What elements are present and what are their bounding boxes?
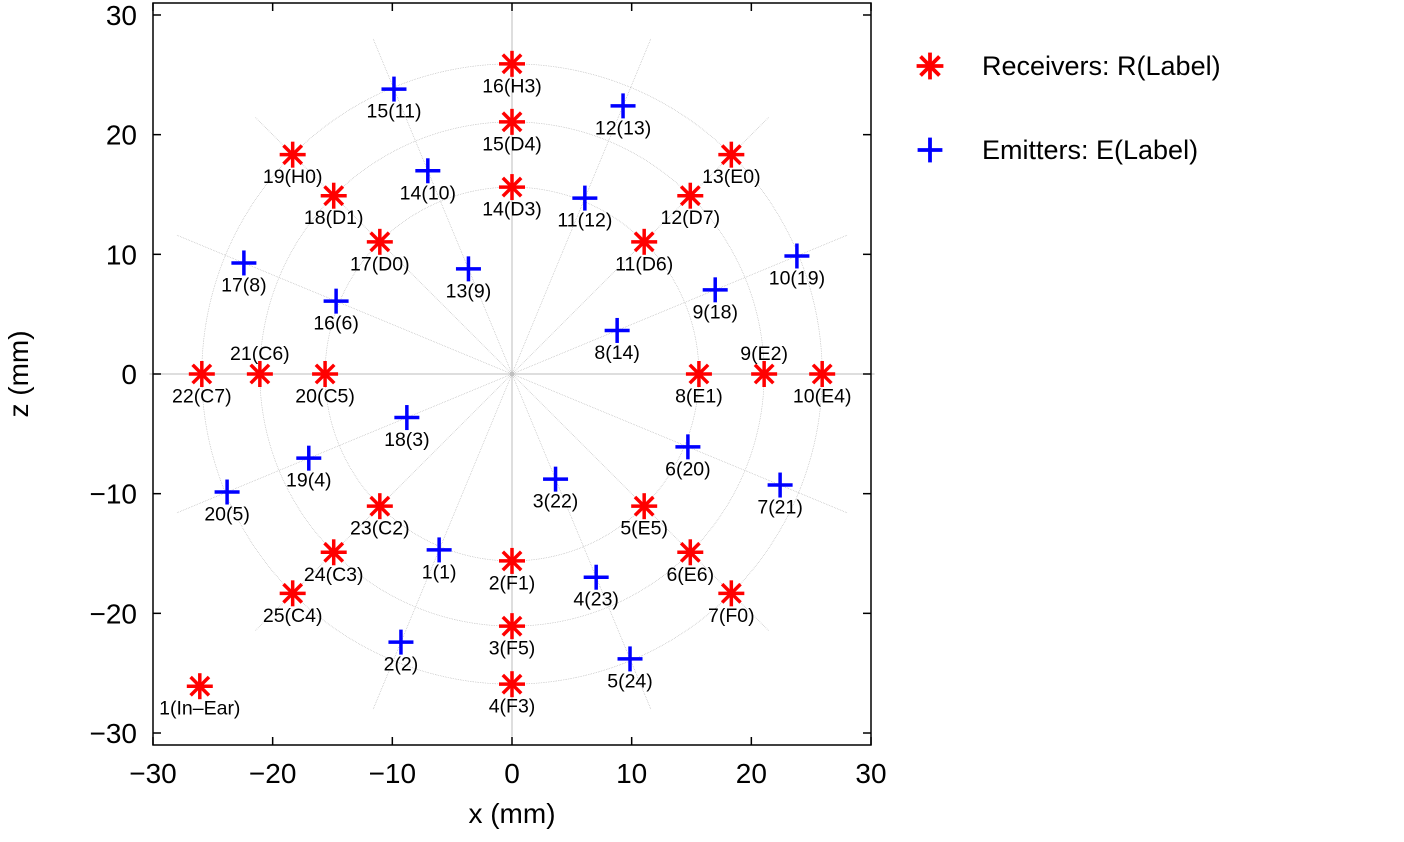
svg-text:16(6): 16(6) <box>313 313 359 335</box>
svg-text:4(23): 4(23) <box>573 589 619 611</box>
svg-text:x (mm): x (mm) <box>468 798 555 829</box>
svg-text:4(F3): 4(F3) <box>489 696 536 718</box>
svg-text:14(10): 14(10) <box>400 182 456 204</box>
svg-text:0: 0 <box>121 359 137 390</box>
svg-text:20(5): 20(5) <box>204 504 250 526</box>
svg-text:3(22): 3(22) <box>533 491 579 513</box>
svg-text:17(8): 17(8) <box>221 274 267 296</box>
svg-text:−10: −10 <box>369 758 417 789</box>
svg-text:19(H0): 19(H0) <box>263 166 323 188</box>
svg-text:25(C4): 25(C4) <box>263 605 323 627</box>
svg-text:20: 20 <box>106 120 137 151</box>
svg-text:18(3): 18(3) <box>384 429 430 451</box>
svg-text:z (mm): z (mm) <box>3 330 34 417</box>
svg-text:24(C3): 24(C3) <box>304 564 364 586</box>
svg-text:8(14): 8(14) <box>594 342 640 364</box>
svg-text:15(D4): 15(D4) <box>482 133 542 155</box>
svg-text:23(C2): 23(C2) <box>350 518 410 540</box>
svg-text:20: 20 <box>736 758 767 789</box>
svg-text:10: 10 <box>616 758 647 789</box>
svg-text:14(D3): 14(D3) <box>482 199 542 221</box>
svg-text:2(2): 2(2) <box>384 654 419 676</box>
svg-text:−20: −20 <box>249 758 297 789</box>
svg-text:16(H3): 16(H3) <box>482 75 542 97</box>
svg-text:1(1): 1(1) <box>422 561 457 583</box>
svg-text:11(12): 11(12) <box>557 210 612 232</box>
svg-text:11(D6): 11(D6) <box>615 253 673 275</box>
svg-text:5(E5): 5(E5) <box>620 518 668 540</box>
svg-text:12(13): 12(13) <box>595 117 651 139</box>
svg-text:10(19): 10(19) <box>769 267 825 289</box>
svg-text:30: 30 <box>106 0 137 31</box>
svg-text:5(24): 5(24) <box>607 670 653 692</box>
svg-text:10: 10 <box>106 239 137 270</box>
svg-text:18(D1): 18(D1) <box>304 207 364 229</box>
svg-text:−30: −30 <box>129 758 177 789</box>
svg-text:−30: −30 <box>90 718 138 749</box>
svg-text:17(D0): 17(D0) <box>350 253 410 275</box>
svg-text:9(18): 9(18) <box>692 301 738 323</box>
svg-text:−10: −10 <box>90 479 138 510</box>
svg-text:13(9): 13(9) <box>446 280 492 302</box>
svg-text:7(21): 7(21) <box>757 497 803 519</box>
svg-text:7(F0): 7(F0) <box>708 605 755 627</box>
svg-text:9(E2): 9(E2) <box>740 343 788 365</box>
svg-text:−20: −20 <box>90 598 138 629</box>
svg-text:21(C6): 21(C6) <box>230 343 290 365</box>
svg-text:8(E1): 8(E1) <box>675 386 723 408</box>
svg-text:13(E0): 13(E0) <box>702 166 761 188</box>
svg-text:10(E4): 10(E4) <box>793 386 852 408</box>
svg-text:30: 30 <box>855 758 886 789</box>
svg-text:20(C5): 20(C5) <box>295 386 355 408</box>
svg-text:22(C7): 22(C7) <box>172 386 232 408</box>
svg-text:2(F1): 2(F1) <box>489 572 536 594</box>
svg-text:Receivers: R(Label): Receivers: R(Label) <box>982 51 1221 81</box>
svg-text:12(D7): 12(D7) <box>660 207 720 229</box>
svg-text:6(E6): 6(E6) <box>666 564 714 586</box>
svg-text:Emitters: E(Label): Emitters: E(Label) <box>982 135 1198 165</box>
svg-text:3(F5): 3(F5) <box>489 638 536 660</box>
svg-text:19(4): 19(4) <box>286 470 332 492</box>
svg-text:0: 0 <box>504 758 520 789</box>
svg-text:6(20): 6(20) <box>665 458 711 480</box>
svg-text:1(In–Ear): 1(In–Ear) <box>159 698 240 720</box>
svg-text:15(11): 15(11) <box>367 101 422 123</box>
